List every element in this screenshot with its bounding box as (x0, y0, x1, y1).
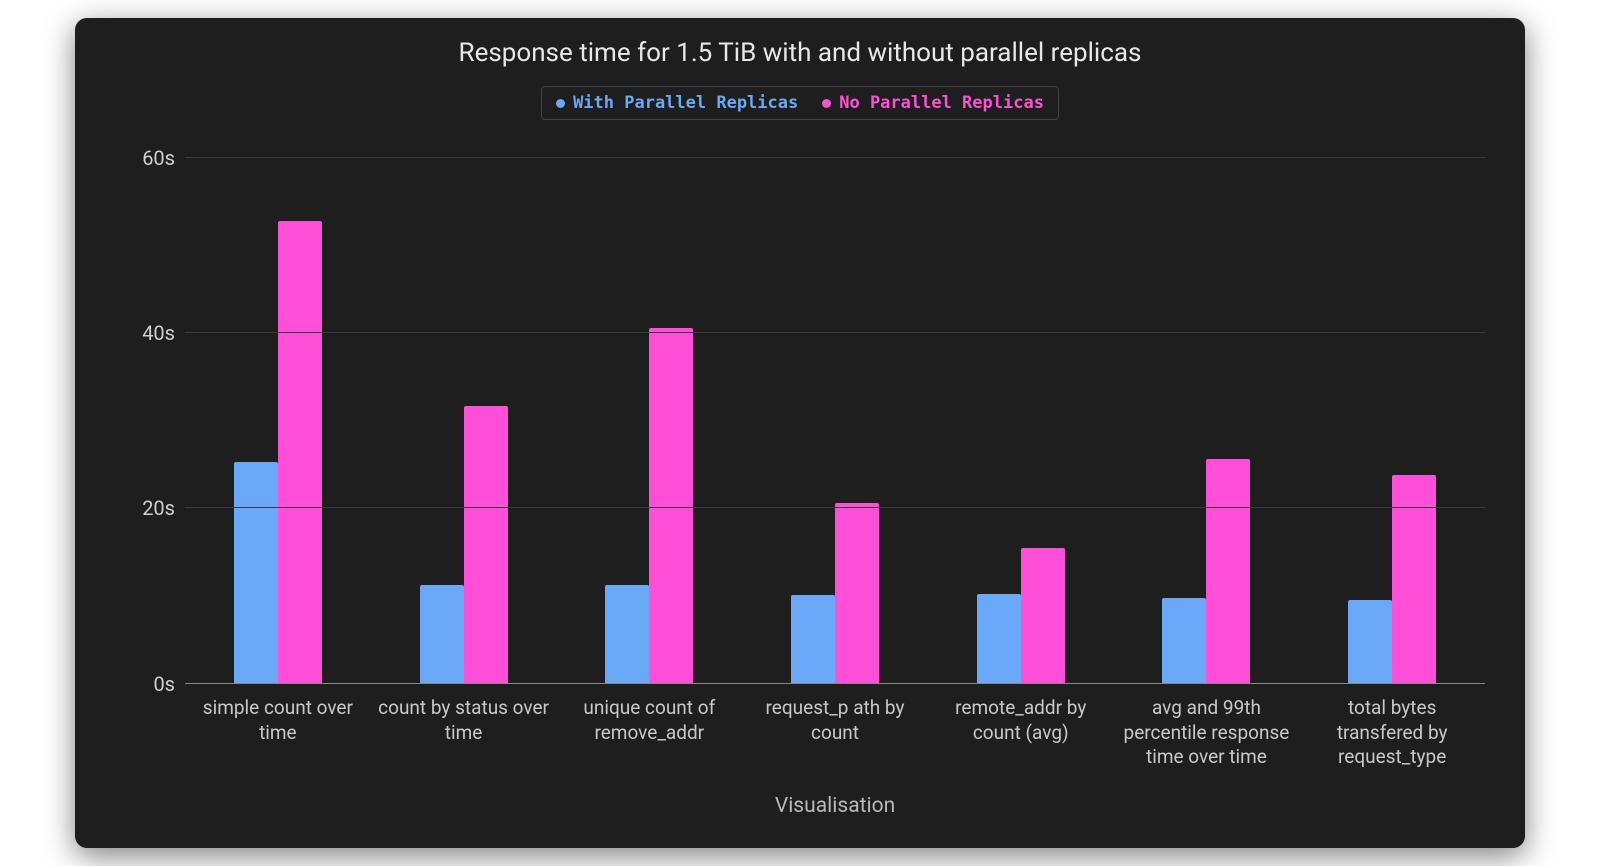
bar-group (1114, 140, 1300, 683)
x-tick-label: unique count of remove_addr (556, 696, 742, 770)
bar-group (1299, 140, 1485, 683)
x-tick-label: remote_addr by count (avg) (928, 696, 1114, 770)
bar[interactable] (278, 221, 322, 682)
legend-item-no-parallel[interactable]: No Parallel Replicas (822, 93, 1044, 113)
bar[interactable] (1206, 459, 1250, 683)
gridline (185, 157, 1485, 158)
gridline (185, 507, 1485, 508)
bar-group (185, 140, 371, 683)
chart-panel: Response time for 1.5 TiB with and witho… (75, 18, 1525, 848)
bar[interactable] (977, 594, 1021, 683)
bar-group (556, 140, 742, 683)
y-tick: 20s (115, 496, 175, 520)
bar-group (742, 140, 928, 683)
bar[interactable] (605, 585, 649, 683)
chart-title: Response time for 1.5 TiB with and witho… (115, 38, 1485, 68)
bar[interactable] (649, 328, 693, 683)
bar[interactable] (1348, 600, 1392, 683)
bar[interactable] (464, 406, 508, 683)
x-labels: simple count over timecount by status ov… (185, 696, 1485, 770)
x-tick-label: count by status over time (371, 696, 557, 770)
bars-layer (185, 140, 1485, 683)
x-tick-label: simple count over time (185, 696, 371, 770)
chart-area: 0s 20s 40s 60s simple count over timecount … (115, 140, 1485, 818)
plot (185, 140, 1485, 684)
x-tick-label: total bytes transfered by request_type (1299, 696, 1485, 770)
y-tick: 60s (115, 146, 175, 170)
y-tick: 0s (115, 672, 175, 696)
bar[interactable] (791, 595, 835, 683)
bar[interactable] (835, 503, 879, 683)
x-tick-label: request_p ath by count (742, 696, 928, 770)
legend-dot-icon (822, 99, 831, 108)
y-axis: 0s20s40s60s (115, 140, 185, 684)
gridline (185, 332, 1485, 333)
bar-group (928, 140, 1114, 683)
legend-dot-icon (556, 99, 565, 108)
legend: With Parallel Replicas No Parallel Repli… (541, 86, 1059, 120)
y-tick: 40s (115, 321, 175, 345)
x-axis-title: Visualisation (185, 794, 1485, 818)
bar-group (371, 140, 557, 683)
legend-item-with-parallel[interactable]: With Parallel Replicas (556, 93, 798, 113)
bar[interactable] (234, 462, 278, 683)
legend-label: No Parallel Replicas (839, 93, 1044, 113)
bar[interactable] (420, 585, 464, 683)
x-tick-label: avg and 99th percentile response time ov… (1114, 696, 1300, 770)
bar[interactable] (1162, 598, 1206, 683)
bar[interactable] (1021, 548, 1065, 683)
plot-row: 0s20s40s60s (115, 140, 1485, 684)
legend-label: With Parallel Replicas (573, 93, 798, 113)
